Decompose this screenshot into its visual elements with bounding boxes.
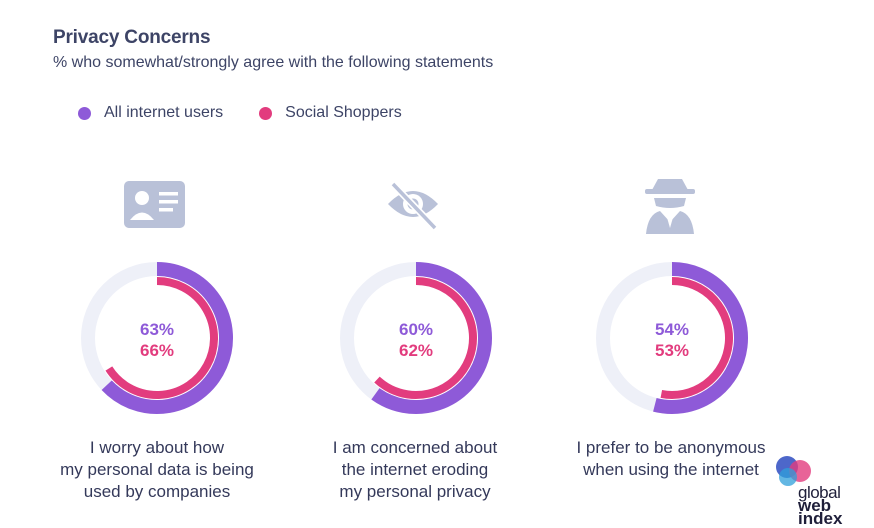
donut-3-label-social-shoppers: 53%	[655, 341, 689, 360]
globalwebindex-logo-mark	[776, 456, 811, 486]
caption-2: I am concerned about the internet erodin…	[285, 437, 545, 503]
donut-3-label-all-users: 54%	[655, 320, 689, 339]
legend-dot-social-shoppers	[259, 106, 273, 120]
donut-2-label-all-users: 60%	[399, 320, 433, 339]
caption-3-line-1: I prefer to be anonymous	[576, 438, 766, 457]
eye-slash-icon	[388, 181, 438, 231]
donut-1-label-all-users: 63%	[140, 320, 174, 339]
caption-1-line-1: I worry about how	[89, 438, 225, 457]
legend-label-all-users: All internet users	[104, 104, 224, 121]
donut-1-arc-social-shoppers	[105, 277, 218, 399]
logo-word-web: web	[798, 496, 832, 515]
logo-word-index: index	[798, 509, 843, 528]
logo-word-global: global	[798, 483, 841, 502]
chart-title: Privacy Concerns	[53, 27, 211, 48]
caption-3: I prefer to be anonymous when using the …	[541, 437, 801, 481]
donut-3-arc-social-shoppers	[660, 277, 733, 399]
donut-group: 63% 66% 60% 62% 54% 53%	[81, 262, 748, 414]
caption-1-line-2: my personal data is being	[60, 460, 254, 479]
caption-2-line-2: the internet eroding	[341, 460, 489, 479]
donut-2-label-social-shoppers: 62%	[399, 341, 433, 360]
donut-3-arc-all-users	[653, 262, 748, 414]
id-card-icon	[124, 181, 185, 228]
chart-subtitle: % who somewhat/strongly agree with the f…	[53, 54, 494, 71]
legend: All internet users Social Shoppers	[78, 104, 438, 122]
legend-item-social-shoppers: Social Shoppers	[259, 104, 402, 122]
legend-dot-all-users	[78, 106, 91, 120]
caption-2-line-1: I am concerned about	[332, 438, 498, 457]
donut-1-arc-all-users	[101, 262, 233, 414]
donut-2-arc-all-users	[371, 262, 492, 414]
caption-1-line-3: used by companies	[83, 482, 231, 501]
donut-2-arc-social-shoppers	[374, 277, 477, 399]
legend-item-all-users: All internet users	[78, 104, 223, 122]
legend-label-social-shoppers: Social Shoppers	[285, 104, 402, 121]
caption-2-line-3: my personal privacy	[339, 482, 491, 501]
spy-icon	[645, 179, 695, 234]
caption-3-line-2: when using the internet	[583, 460, 759, 479]
donut-1-label-social-shoppers: 66%	[140, 341, 174, 360]
caption-1: I worry about how my personal data is be…	[27, 437, 287, 503]
